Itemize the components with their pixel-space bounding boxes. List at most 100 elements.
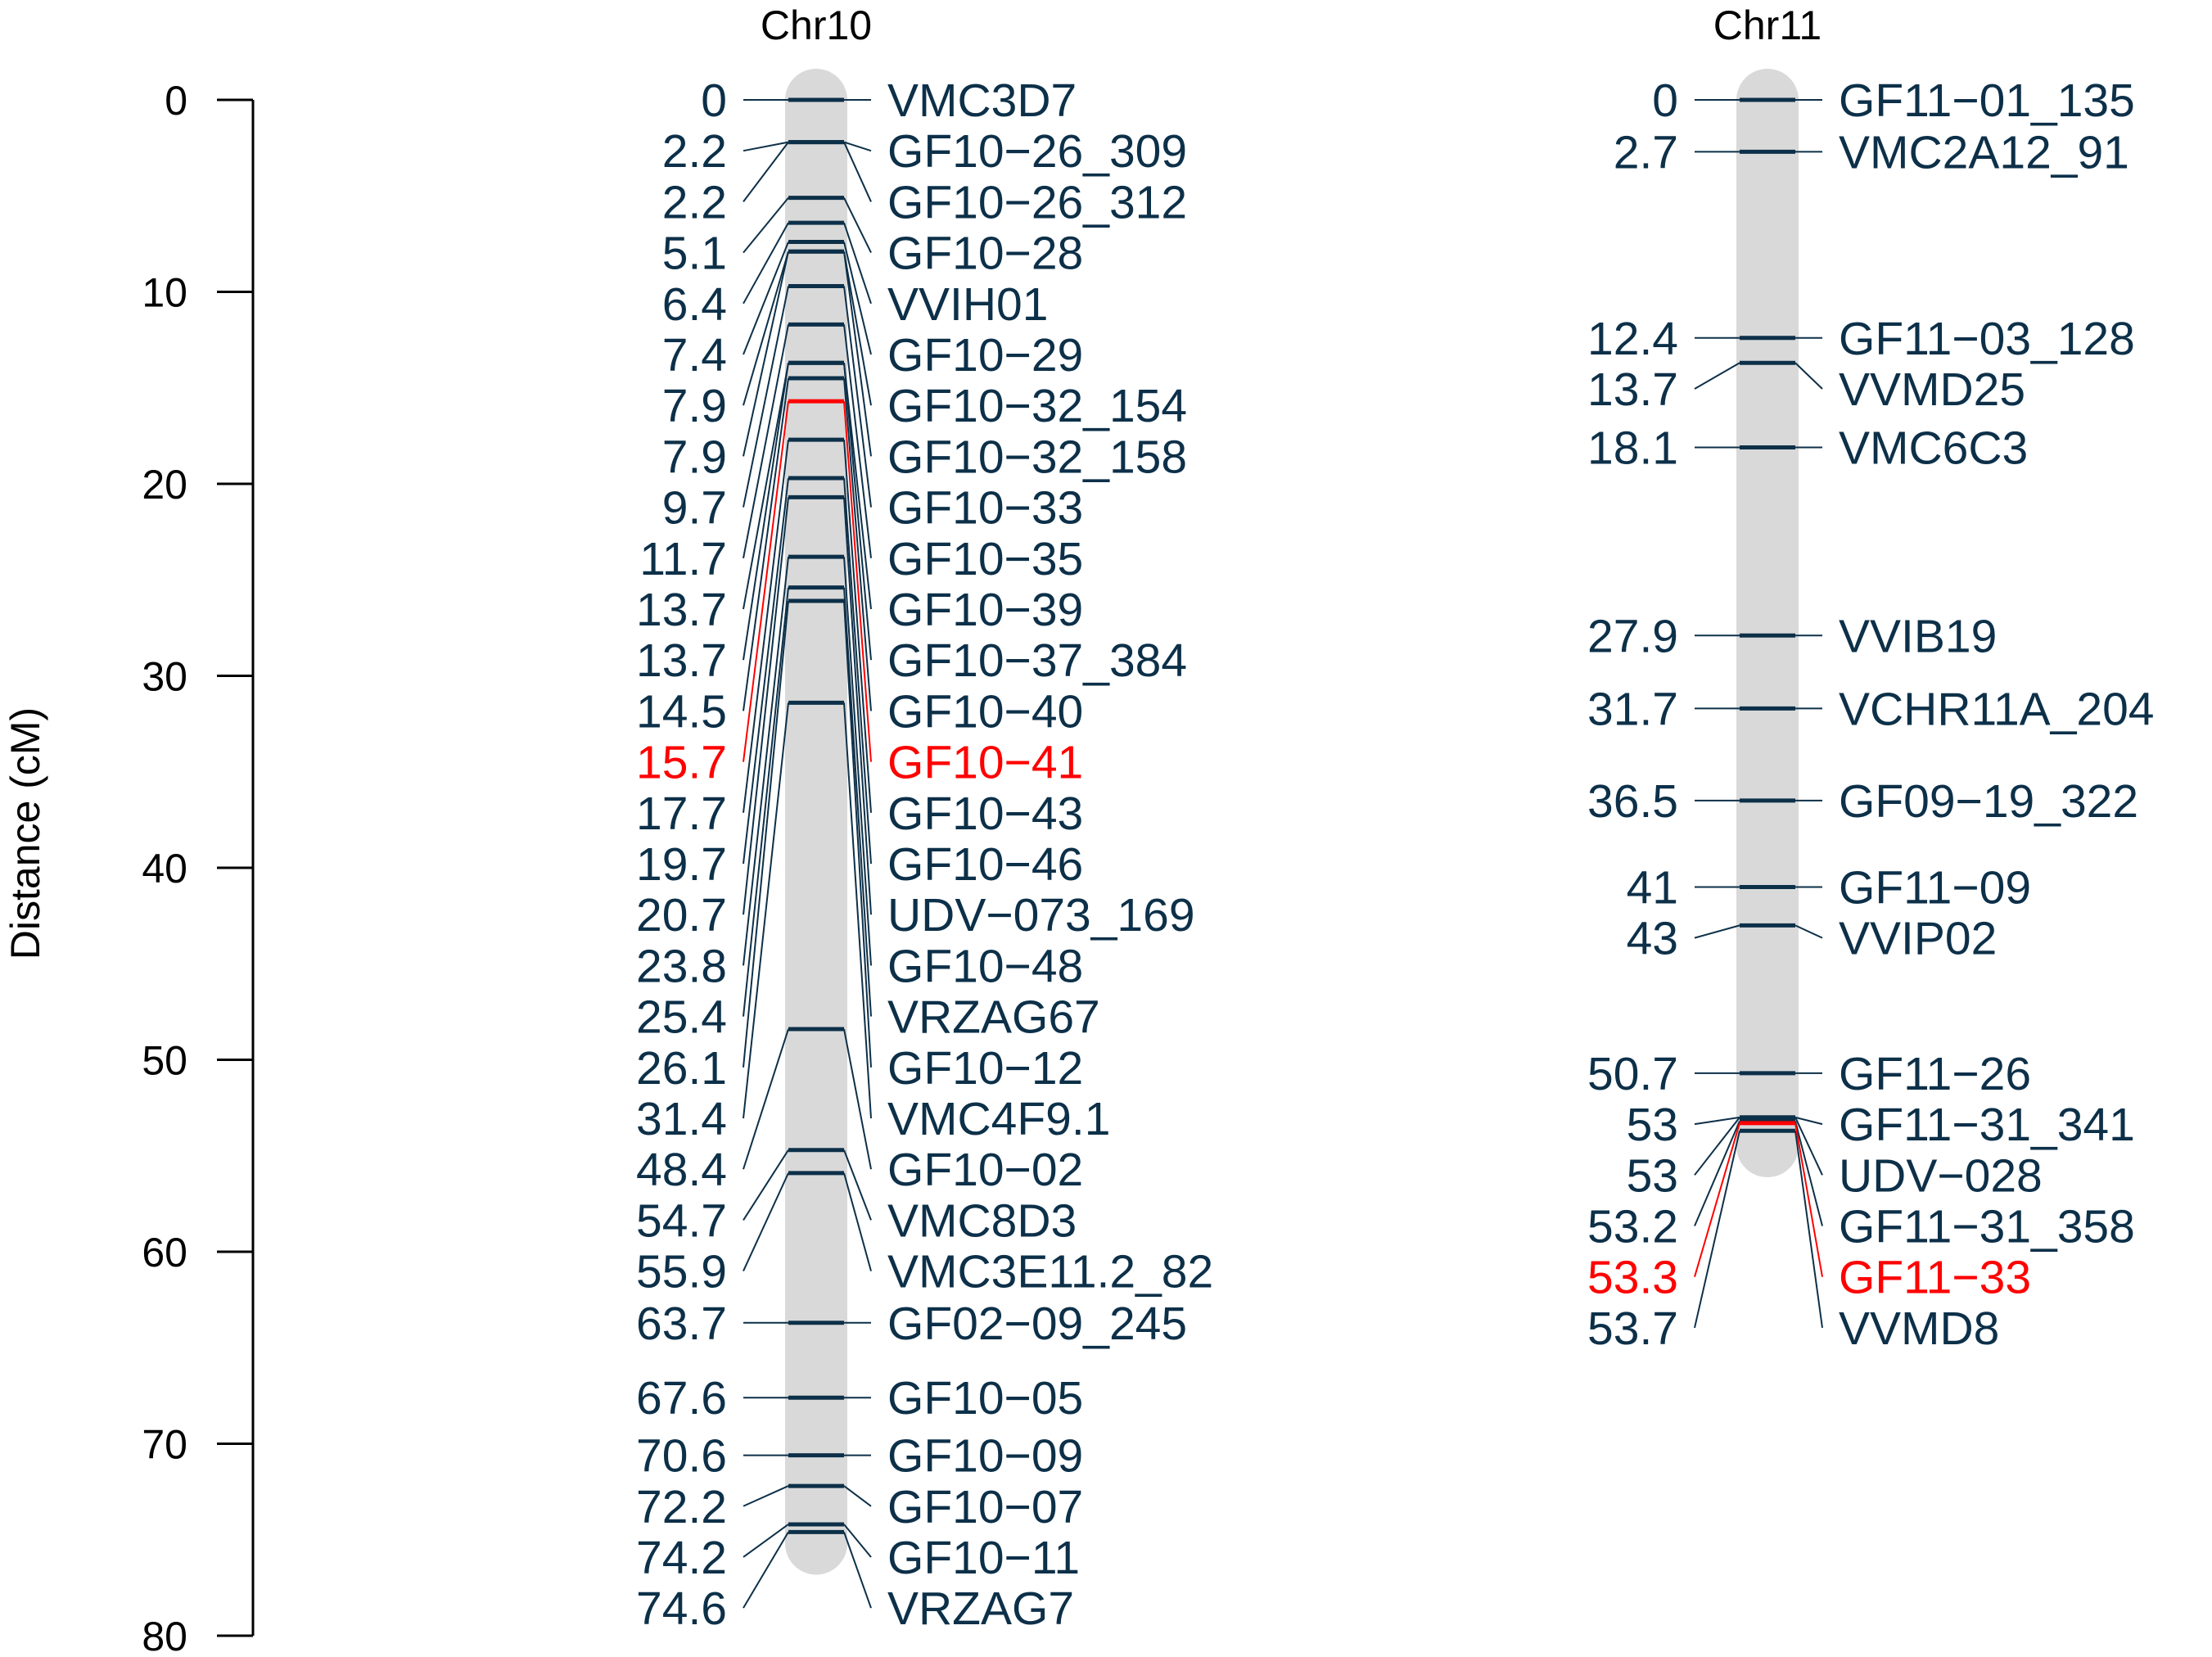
marker-position-label: 2.2 [662,125,727,178]
marker: 36.5 GF09−19_322 [1587,775,2138,828]
marker-position-label: 41 [1627,861,1678,914]
marker: 74.2 GF10−11 [636,1522,1080,1584]
marker-name-label: GF11−26 [1839,1048,2031,1100]
marker-position-label: 12.4 [1587,313,1678,365]
marker-name-label: VVIB19 [1839,610,1997,662]
marker-name-label: GF10−11 [887,1532,1080,1584]
marker: 11.7 GF10−35 [639,322,1083,585]
chromosomes: Chr10 0 VMC3D7 2.2 GF10−26_309 2.2 GF10−26_312… [636,2,2154,1635]
marker-name-label: GF02−09_245 [887,1298,1187,1350]
axis-tick-label: 50 [142,1038,187,1084]
marker-position-label: 9.7 [662,482,727,535]
marker-name-label: VVIP02 [1839,913,1997,965]
marker-name-label: GF10−48 [887,940,1083,992]
marker-position-label: 67.6 [636,1372,727,1424]
marker: 23.8 GF10−48 [636,554,1083,992]
marker-position-label: 2.7 [1614,126,1678,178]
marker: 48.4 GF10−02 [636,1027,1083,1196]
marker: 31.4 VMC4F9.1 [636,700,1110,1145]
connector-right [843,477,872,865]
marker-name-label: VMC3D7 [887,74,1077,127]
marker-position-label: 36.5 [1587,775,1678,828]
connector-left [743,141,789,152]
marker-position-label: 55.9 [636,1246,727,1298]
connector-right [843,363,872,661]
marker-position-label: 18.1 [1587,422,1678,474]
connector-left [743,401,789,762]
axis-tick-label: 0 [165,78,187,124]
marker-name-label: GF10−07 [887,1481,1083,1533]
marker-position-label: 13.7 [1587,363,1678,416]
connector-right [843,401,872,762]
marker-position-label: 23.8 [636,940,727,992]
marker: 53.7 VVMD8 [1587,1128,1999,1355]
marker-name-label: GF10−32_154 [887,380,1187,432]
marker: 7.9 GF10−32_158 [662,249,1187,483]
marker: 19.7 GF10−46 [636,476,1083,891]
connector-right [843,439,872,813]
marker-position-label: 15.7 [636,737,727,789]
connector-right [843,222,872,305]
axis-tick-label: 10 [142,270,187,316]
connector-left [743,1524,789,1558]
marker-position-label: 13.7 [636,634,727,687]
connector-left [1694,362,1740,390]
marker-position-label: 31.4 [636,1093,727,1145]
marker: 2.2 GF10−26_312 [662,140,1187,228]
marker-name-label: GF10−35 [887,533,1083,585]
marker: 5.1 GF10−28 [662,196,1083,280]
marker: 50.7 GF11−26 [1587,1048,2031,1100]
connector-left [743,1485,789,1507]
connector-left [743,251,789,457]
marker-name-label: VRZAG7 [887,1583,1074,1635]
marker-name-label: UDV−028 [1839,1149,2043,1202]
marker-position-label: 17.7 [636,788,727,840]
connector-right [843,197,872,254]
marker-position-label: 53 [1627,1099,1678,1151]
chromosome-chr10: Chr10 0 VMC3D7 2.2 GF10−26_309 2.2 GF10−26_312… [636,2,1213,1635]
marker-name-label: VCHR11A_204 [1839,683,2155,735]
marker: 15.7 GF10−41 [636,399,1083,789]
marker: 54.7 VMC8D3 [636,1148,1077,1247]
connector-right [843,141,872,152]
axis-tick-label: 30 [142,654,187,700]
marker-position-label: 53.3 [1587,1252,1678,1304]
marker-name-label: GF11−09 [1839,861,2031,914]
chromosome-title: Chr10 [761,2,872,48]
marker: 14.5 GF10−40 [636,376,1083,738]
connector-left [1694,1131,1740,1329]
axis-tick-label: 70 [142,1422,187,1468]
marker: 27.9 VVIB19 [1587,610,1997,662]
marker-position-label: 19.7 [636,838,727,891]
marker-position-label: 6.4 [662,278,727,331]
connector-right [843,251,872,457]
marker-position-label: 11.7 [639,533,727,585]
marker: 53 GF11−31_341 [1627,1099,2135,1151]
marker: 67.6 GF10−05 [636,1372,1083,1424]
marker: 6.4 VVIH01 [662,220,1048,331]
connector-right [843,251,872,406]
connector-left [1694,1121,1740,1226]
marker: 25.4 VRZAG67 [636,585,1100,1044]
marker-name-label: UDV−073_169 [887,889,1195,941]
axis-tick-label: 40 [142,846,187,892]
connector-left [1694,1122,1740,1277]
connector-right [1794,924,1823,939]
connector-left [743,377,789,711]
marker-position-label: 72.2 [636,1481,727,1533]
marker: 70.6 GF10−09 [636,1430,1083,1483]
marker-name-label: GF10−37_384 [887,634,1187,687]
marker-name-label: VMC8D3 [887,1194,1077,1247]
marker: 13.7 GF10−39 [636,360,1083,636]
connector-left [743,1172,789,1272]
marker-position-label: 26.1 [636,1042,727,1095]
marker: 31.7 VCHR11A_204 [1587,683,2154,735]
marker-name-label: VVMD8 [1839,1303,1999,1355]
connector-left [743,600,789,1068]
marker-name-label: GF10−41 [887,737,1083,789]
marker: 17.7 GF10−43 [636,437,1083,840]
connector-right [843,324,872,558]
marker: 0 GF11−01_135 [1652,74,2135,127]
marker: 7.4 GF10−29 [662,240,1083,382]
